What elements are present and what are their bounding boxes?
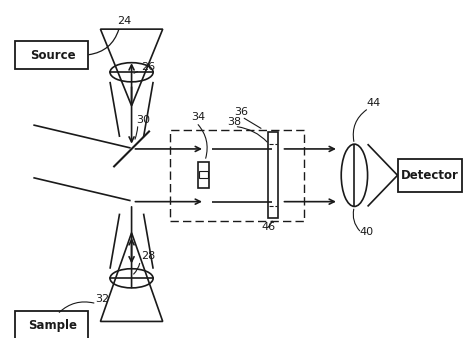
Text: Sample: Sample: [28, 319, 77, 332]
Ellipse shape: [341, 144, 367, 206]
Text: Detector: Detector: [401, 169, 459, 182]
Bar: [199, 170, 208, 178]
Text: 44: 44: [366, 98, 381, 108]
Text: 32: 32: [96, 294, 110, 304]
Text: 28: 28: [141, 251, 155, 261]
Text: 34: 34: [191, 112, 206, 122]
FancyBboxPatch shape: [398, 159, 462, 192]
Bar: [170, 130, 304, 221]
Text: 30: 30: [137, 115, 150, 124]
Text: 26: 26: [141, 62, 155, 72]
Text: 24: 24: [117, 16, 131, 26]
Text: 38: 38: [228, 117, 242, 127]
Text: 46: 46: [261, 222, 275, 233]
FancyBboxPatch shape: [15, 311, 88, 340]
FancyBboxPatch shape: [15, 41, 88, 69]
Text: 36: 36: [235, 107, 248, 117]
Bar: [198, 162, 209, 189]
Bar: [268, 132, 278, 219]
Text: Source: Source: [30, 48, 75, 61]
Text: 40: 40: [359, 227, 374, 237]
